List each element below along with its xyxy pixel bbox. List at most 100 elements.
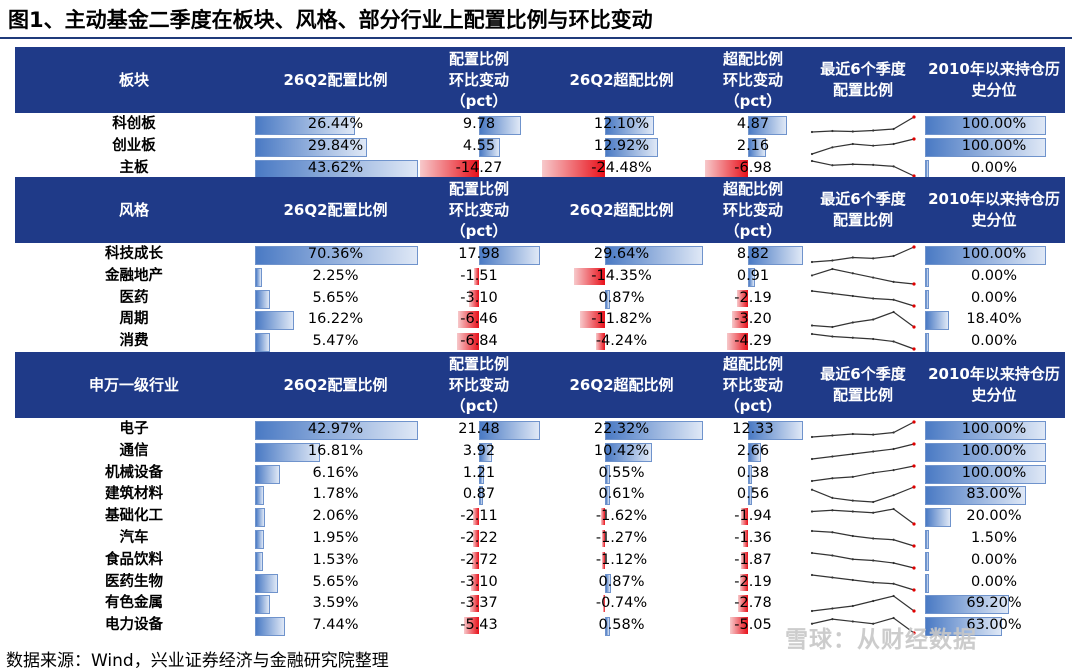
alloc-cell-value: 16.22% (307, 311, 364, 328)
alloc-cell: 70.36% (253, 244, 418, 265)
overweight-change-cell-value: 0.91 (736, 267, 770, 284)
alloc-change-cell: -14.27 (418, 158, 540, 179)
row-label-value: 医药 (119, 289, 149, 306)
trend-sparkline (810, 245, 916, 264)
alloc-cell-bar (255, 617, 285, 637)
sparkline-point (810, 479, 814, 482)
sparkline-point (892, 311, 895, 314)
sparkline-point (851, 256, 854, 259)
overweight-change-cell-value: -1.94 (734, 508, 772, 525)
overweight-cell-bar (605, 617, 610, 637)
percentile-cell: 18.40% (923, 309, 1065, 331)
overweight-cell: -4.24% (540, 331, 703, 352)
overweight-cell: 0.61% (540, 484, 703, 506)
overweight-cell: 0.55% (540, 463, 703, 484)
row-label-value: 食品饮料 (105, 551, 163, 568)
sparkline-point (810, 274, 814, 277)
alloc-cell: 16.22% (253, 309, 418, 331)
alloc-change-cell-value: -3.37 (460, 595, 498, 612)
alloc-change-cell-bar (470, 573, 479, 591)
overweight-cell-value: 22.32% (593, 421, 650, 437)
alloc-change-cell-bar (469, 595, 479, 613)
percentile-cell: 0.00% (923, 550, 1065, 571)
overweight-cell-value: 0.55% (598, 464, 645, 481)
table-row: 科创板 26.44% 9.78 12.10% 4.87 100.00% (15, 114, 1065, 135)
overweight-cell-value: -0.74% (595, 595, 648, 612)
sparkline-point (810, 457, 814, 460)
alloc-change-cell-bar (457, 311, 479, 329)
sparkline-point (892, 595, 895, 598)
sparkline-point (912, 115, 916, 119)
overweight-change-cell-value: -2.78 (734, 595, 772, 612)
alloc-change-cell: 21.48 (418, 419, 540, 440)
sparkline-point (851, 499, 854, 503)
sparkline-point (851, 271, 854, 275)
trend-sparkline (810, 267, 916, 286)
row-label-value: 消费 (119, 333, 149, 350)
watermark-logo: 雪球：从财经数据 (785, 627, 977, 653)
row-label: 机械设备 (15, 463, 253, 484)
alloc-change-cell-bar (479, 246, 540, 265)
alloc-change-cell-value: -2.72 (460, 551, 498, 568)
sparkline-point (810, 489, 814, 492)
overweight-cell: 10.42% (540, 441, 703, 462)
sparkline-point (912, 485, 916, 489)
alloc-cell-bar (255, 595, 271, 615)
sparkline-point (912, 587, 916, 592)
sparkline-line (811, 116, 915, 133)
trend-sparkline (810, 573, 916, 592)
sparkline-point (831, 554, 834, 557)
sparkline-point (912, 442, 916, 446)
sparkline-point (912, 463, 916, 468)
sparkline-point (831, 129, 834, 133)
sparkline-point (851, 510, 854, 513)
overweight-change-cell: 0.91 (703, 266, 803, 287)
sparkline-point (912, 325, 916, 329)
overweight-cell-bar (605, 421, 703, 440)
alloc-cell-value: 3.59% (312, 595, 359, 612)
row-label-value: 医药生物 (105, 573, 163, 590)
row-label-value: 科技成长 (105, 246, 163, 262)
alloc-cell: 1.78% (253, 484, 418, 506)
sparkline-point (851, 130, 854, 133)
alloc-cell-value: 1.78% (312, 486, 359, 503)
row-label: 建筑材料 (15, 484, 253, 505)
alloc-change-cell-bar (471, 551, 479, 569)
alloc-change-cell-bar (479, 464, 485, 484)
overweight-cell-bar (601, 530, 606, 547)
sparkline-point (872, 318, 875, 321)
sparkline-point (831, 476, 834, 479)
trend-sparkline (810, 551, 916, 570)
row-label-value: 基础化工 (105, 508, 163, 525)
table-row: 食品饮料 1.53% -2.72 -1.12% -1.87 0.00% (15, 550, 1065, 571)
overweight-cell-bar (605, 442, 652, 462)
percentile-cell-value: 100.00% (961, 464, 1027, 481)
overweight-change-cell: -2.19 (703, 288, 803, 309)
alloc-change-cell-value: -3.10 (460, 289, 498, 306)
row-label: 电子 (15, 419, 253, 440)
overweight-change-cell-value: -3.20 (734, 311, 772, 328)
overweight-change-cell-value: -1.36 (734, 530, 772, 546)
sparkline-point (810, 159, 814, 162)
alloc-change-cell: 3.92 (418, 441, 540, 462)
table-row: 汽车 1.95% -2.22 -1.27% -1.36 1.50% (15, 528, 1065, 549)
sparkline-point (892, 582, 895, 585)
overweight-change-cell: -2.78 (703, 593, 803, 614)
alloc-change-cell: 1.21 (418, 463, 540, 484)
sparkline-point (872, 511, 875, 515)
percentile-cell-value: 63.00% (966, 617, 1022, 634)
alloc-change-cell-value: 1.21 (462, 464, 496, 481)
header-cell: 26Q2超配比例 (569, 70, 674, 89)
percentile-cell-value: 0.00% (970, 573, 1018, 590)
overweight-cell-bar (603, 595, 606, 613)
overweight-change-cell: 2.16 (703, 136, 803, 157)
percentile-cell-value: 0.00% (970, 289, 1018, 306)
sparkline-point (851, 294, 854, 297)
sparkline-point (872, 559, 875, 562)
percentile-cell-bar (925, 573, 929, 593)
figure-title: 图1、主动基金二季度在板块、风格、部分行业上配置比例与环比变动 (8, 8, 653, 32)
section-header-sector: 板块 26Q2配置比例 配置比例 环比变动 （pct） 26Q2超配比例 超配比例 环比… (15, 47, 1065, 113)
percentile-cell: 100.00% (923, 441, 1065, 462)
overweight-change-cell-value: 2.66 (736, 442, 770, 459)
percentile-cell-bar (925, 116, 1046, 135)
